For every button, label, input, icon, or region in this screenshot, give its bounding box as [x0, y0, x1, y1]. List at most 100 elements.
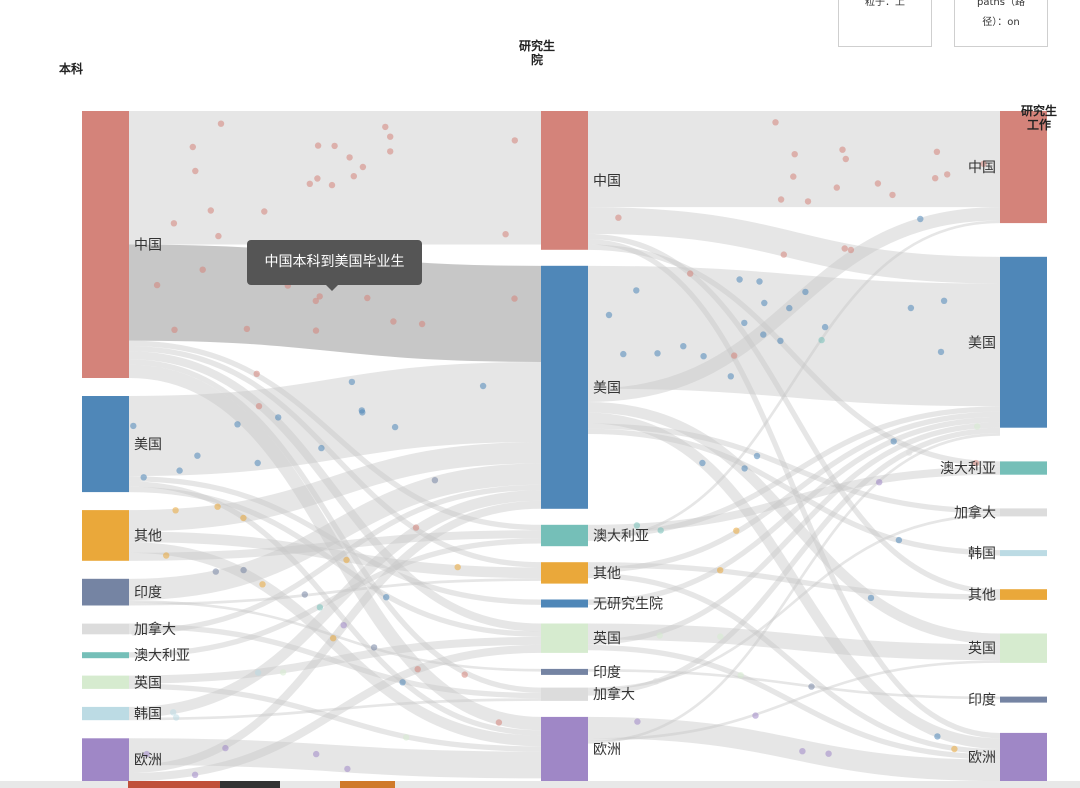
link-u_kr-g_ca[interactable]	[128, 698, 542, 721]
node-g_ca[interactable]	[541, 687, 588, 701]
node-g_ot[interactable]	[541, 562, 588, 584]
link-u_us-g_uk[interactable]	[128, 486, 542, 637]
link-u_ot-g_ot[interactable]	[128, 531, 542, 579]
particle	[194, 452, 201, 459]
node-g_eu[interactable]	[541, 716, 588, 781]
link-u_ot-g_us[interactable]	[128, 442, 542, 532]
node-g_cn[interactable]	[541, 111, 588, 250]
node-w_us[interactable]	[1000, 256, 1047, 428]
link-g_ca-w_ca[interactable]	[587, 513, 1001, 691]
link-g_us-w_uk[interactable]	[587, 402, 1001, 645]
link-u_cn-g_uk[interactable]	[128, 351, 542, 632]
link-u_cn-g_us[interactable]	[128, 244, 542, 362]
node-w_ca[interactable]	[1000, 508, 1047, 517]
node-w_ot[interactable]	[1000, 589, 1047, 600]
node-u_au[interactable]	[82, 652, 129, 659]
link-g_ca-w_us[interactable]	[587, 427, 1001, 696]
particle	[777, 196, 785, 203]
link-g_us-w_us[interactable]	[587, 265, 1001, 407]
link-g_ot-w_eu[interactable]	[587, 572, 1001, 755]
particle	[314, 175, 321, 182]
link-g_cn-w_eu[interactable]	[587, 239, 1001, 739]
link-u_uk-g_uk[interactable]	[128, 636, 542, 684]
particle	[316, 604, 324, 611]
node-w_kr[interactable]	[1000, 550, 1047, 557]
link-u_au-g_au[interactable]	[128, 538, 542, 658]
node-g_au[interactable]	[541, 524, 588, 547]
particle	[605, 311, 613, 319]
link-u_us-g_us[interactable]	[128, 361, 542, 477]
link-g_us-w_cn[interactable]	[587, 207, 1001, 403]
link-g_us-w_eu[interactable]	[587, 412, 1001, 749]
link-g_cn-w_au[interactable]	[587, 244, 1001, 467]
particles-control[interactable]: 粒子：上	[838, 0, 932, 47]
particle	[212, 568, 219, 575]
node-w_eu[interactable]	[1000, 732, 1047, 781]
link-g_ot-w_ot[interactable]	[587, 562, 1001, 600]
particle	[727, 373, 734, 380]
link-g_au-w_au[interactable]	[587, 466, 1001, 533]
node-label-u_cn: 中国	[134, 238, 162, 254]
node-g_uk[interactable]	[541, 623, 588, 653]
link-u_cn-g_eu[interactable]	[128, 364, 542, 731]
node-w_au[interactable]	[1000, 461, 1047, 475]
node-w_cn[interactable]	[1000, 111, 1047, 224]
link-u_eu-g_uk[interactable]	[128, 644, 542, 781]
particle	[752, 712, 759, 719]
link-u_ca-g_us[interactable]	[128, 484, 542, 635]
node-u_cn[interactable]	[82, 111, 129, 378]
node-g_in[interactable]	[541, 668, 588, 675]
link-g_ng-w_us[interactable]	[587, 417, 1001, 605]
link-u_kr-g_us[interactable]	[128, 490, 542, 718]
link-g_uk-w_eu[interactable]	[587, 644, 1001, 760]
particle	[431, 477, 439, 484]
link-g_cn-w_us[interactable]	[587, 207, 1001, 284]
link-u_eu-g_eu[interactable]	[128, 738, 542, 779]
particle	[301, 591, 308, 598]
node-u_in[interactable]	[82, 578, 129, 606]
bottom-scrollbar[interactable]	[0, 781, 1080, 788]
link-g_us-w_kr[interactable]	[587, 428, 1001, 556]
link-g_au-w_cn[interactable]	[587, 220, 1001, 541]
particle	[344, 765, 351, 773]
particle	[171, 326, 178, 333]
node-w_uk[interactable]	[1000, 633, 1047, 663]
link-u_cn-g_au[interactable]	[128, 340, 542, 531]
link-g_ot-w_us[interactable]	[587, 411, 1001, 573]
particle	[808, 683, 815, 690]
node-u_ot[interactable]	[82, 510, 129, 561]
link-u_cn-g_ot[interactable]	[128, 345, 542, 568]
link-u_in-g_ot[interactable]	[128, 578, 542, 606]
link-g_eu-w_uk[interactable]	[587, 660, 1001, 741]
link-g_cn-w_ot[interactable]	[587, 233, 1001, 595]
node-w_in[interactable]	[1000, 696, 1047, 703]
particle	[841, 245, 848, 252]
particle	[620, 350, 627, 358]
link-u_uk-g_eu[interactable]	[128, 683, 542, 752]
particle	[163, 552, 170, 559]
paths-control[interactable]: paths（路 径）：on	[954, 0, 1048, 47]
link-g_in-w_in[interactable]	[587, 668, 1001, 700]
particle	[786, 304, 793, 312]
link-u_us-g_eu[interactable]	[128, 481, 542, 736]
link-u_in-g_us[interactable]	[128, 463, 542, 601]
node-u_eu[interactable]	[82, 738, 129, 781]
link-g_uk-w_us[interactable]	[587, 422, 1001, 645]
link-g_us-w_ca[interactable]	[587, 423, 1001, 514]
node-u_kr[interactable]	[82, 706, 129, 721]
link-g_eu-w_us[interactable]	[587, 433, 1001, 744]
node-label-w_ca: 加拿大	[954, 504, 996, 521]
link-u_ot-g_eu[interactable]	[128, 542, 542, 747]
node-u_uk[interactable]	[82, 675, 129, 689]
node-u_ca[interactable]	[82, 623, 129, 635]
node-u_us[interactable]	[82, 396, 129, 493]
node-g_ng[interactable]	[541, 599, 588, 608]
particle	[383, 594, 390, 601]
link-u_ot-g_au[interactable]	[128, 530, 542, 561]
particle	[359, 163, 367, 171]
link-g_eu-w_eu[interactable]	[587, 716, 1001, 781]
node-g_us[interactable]	[541, 265, 588, 509]
link-u_ca-g_ca[interactable]	[128, 623, 542, 699]
link-u_us-g_ng[interactable]	[128, 476, 542, 605]
